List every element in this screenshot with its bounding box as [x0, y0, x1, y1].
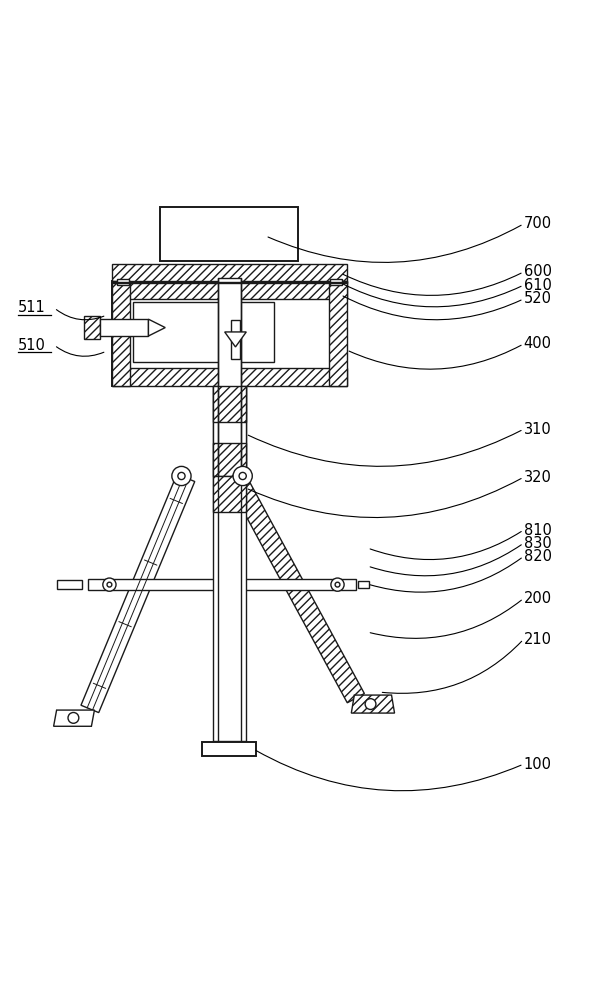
Bar: [112, 281, 347, 299]
Bar: [231, 320, 240, 359]
Text: 400: 400: [523, 336, 552, 351]
Polygon shape: [148, 319, 165, 336]
Bar: [329, 281, 347, 386]
Text: 600: 600: [523, 264, 552, 279]
Circle shape: [233, 466, 252, 486]
Text: 520: 520: [523, 291, 552, 306]
Text: 200: 200: [523, 591, 552, 606]
Text: 511: 511: [18, 300, 46, 315]
Circle shape: [107, 582, 112, 587]
Circle shape: [103, 578, 116, 591]
Bar: [213, 386, 245, 476]
Bar: [89, 579, 356, 590]
Polygon shape: [225, 332, 246, 347]
Bar: [112, 281, 347, 386]
Text: 830: 830: [523, 536, 551, 551]
Bar: [218, 278, 241, 389]
Circle shape: [172, 466, 191, 486]
Bar: [330, 279, 342, 285]
Text: 310: 310: [523, 422, 551, 437]
Bar: [112, 281, 130, 386]
Polygon shape: [54, 710, 95, 726]
Text: 510: 510: [18, 338, 46, 353]
Text: 100: 100: [523, 757, 552, 772]
Bar: [213, 476, 245, 512]
Circle shape: [331, 578, 344, 591]
Bar: [112, 282, 347, 283]
Polygon shape: [229, 474, 364, 703]
Circle shape: [365, 699, 376, 709]
Text: 320: 320: [523, 470, 552, 485]
Circle shape: [68, 712, 79, 723]
Polygon shape: [352, 695, 394, 713]
Circle shape: [335, 582, 340, 587]
Text: 820: 820: [523, 549, 552, 564]
Text: 700: 700: [523, 216, 552, 231]
Bar: [84, 316, 101, 339]
Bar: [117, 279, 129, 285]
Bar: [213, 386, 245, 422]
Circle shape: [178, 472, 185, 480]
Bar: [101, 319, 148, 336]
Bar: [112, 368, 347, 386]
Bar: [112, 264, 347, 282]
Bar: [358, 581, 368, 588]
Text: 810: 810: [523, 523, 552, 538]
Bar: [213, 386, 245, 741]
Bar: [160, 207, 298, 261]
Bar: [203, 742, 256, 756]
Bar: [57, 580, 83, 589]
Text: 210: 210: [523, 632, 552, 647]
Bar: [133, 302, 274, 362]
Polygon shape: [81, 474, 195, 713]
Bar: [213, 443, 245, 476]
Circle shape: [239, 472, 246, 480]
Text: 610: 610: [523, 278, 552, 293]
